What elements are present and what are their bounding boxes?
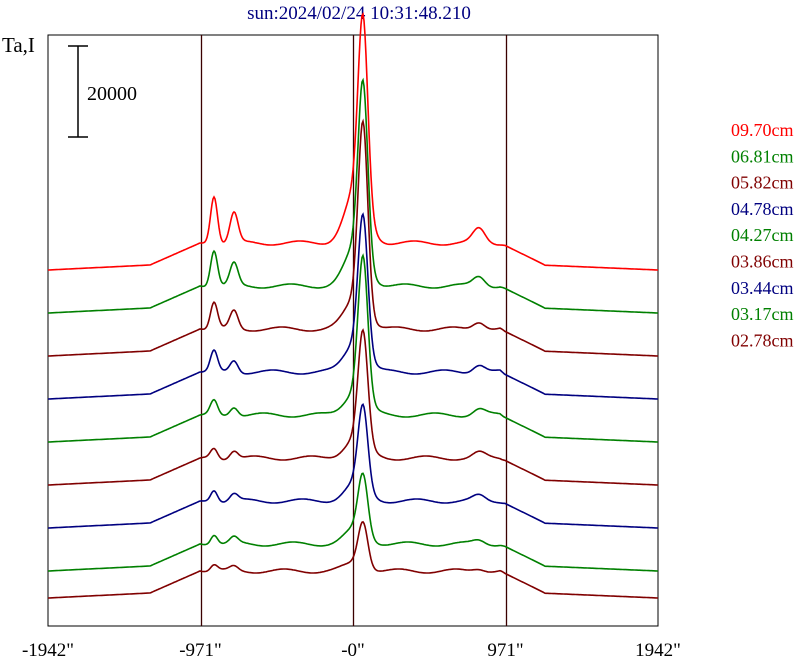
legend-entry: 02.78cm	[731, 330, 794, 350]
x-tick-label: 971"	[487, 640, 523, 661]
legend-entry: 05.82cm	[731, 173, 794, 193]
x-tick-label: -971"	[179, 640, 222, 661]
legend-entry: 03.86cm	[731, 252, 794, 272]
series-line	[48, 253, 658, 443]
series-line	[48, 11, 658, 271]
series-line	[48, 472, 658, 572]
legend-entry: 09.70cm	[731, 120, 794, 140]
chart-title: sun:2024/02/24 10:31:48.210	[247, 3, 471, 24]
legend: 09.70cm 06.81cm 05.82cm 04.78cm 04.27cm 03.86…	[731, 120, 794, 350]
legend-entry: 04.27cm	[731, 225, 794, 245]
legend-entry: 04.78cm	[731, 199, 794, 219]
scale-bar-label: 20000	[87, 83, 137, 105]
legend-entry: 06.81cm	[731, 146, 794, 166]
series-line	[48, 520, 658, 599]
scale-bar	[68, 45, 88, 138]
x-tick-label: -0"	[341, 640, 365, 661]
series-line	[48, 212, 658, 400]
series-line	[48, 77, 658, 314]
series-line	[48, 118, 658, 357]
x-tick-labels: -1942" -971" -0" 971" 1942"	[22, 640, 681, 661]
y-axis-label: Ta,I	[2, 33, 35, 57]
x-tick-label: -1942"	[22, 640, 74, 661]
legend-entry: 03.44cm	[731, 278, 794, 298]
x-tick-label: 1942"	[635, 640, 681, 661]
series-line	[48, 328, 658, 486]
series-traces	[48, 11, 658, 599]
series-line	[48, 403, 658, 529]
legend-entry: 03.17cm	[731, 304, 794, 324]
